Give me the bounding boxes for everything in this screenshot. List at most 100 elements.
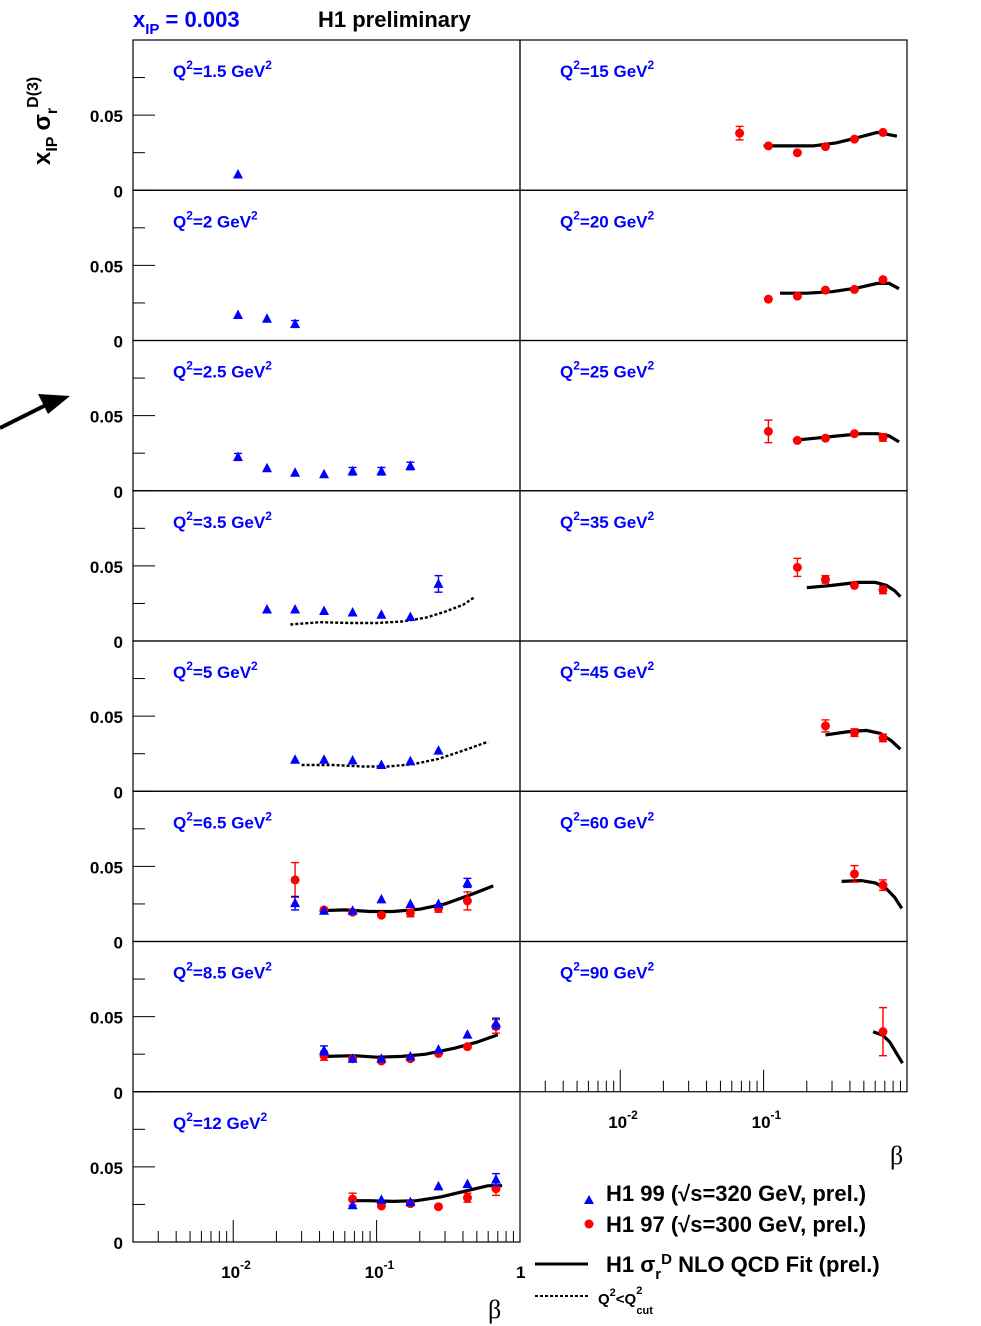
x-axis-title-right: β <box>890 1141 903 1170</box>
h1-97-point <box>405 908 415 918</box>
h1-99-point <box>290 603 301 614</box>
panel-label: Q2=12 GeV2 <box>173 1110 268 1133</box>
legend: H1 99 (√s=320 GeV, prel.) H1 97 (√s=300 … <box>535 1181 880 1317</box>
h1-99-point <box>405 611 416 621</box>
h1-97-point <box>878 432 888 442</box>
fit-curve <box>825 728 902 751</box>
h1-99-point <box>347 465 358 476</box>
h1-99-point <box>376 465 387 476</box>
h1-99-point <box>433 898 444 908</box>
h1-99-point <box>490 1017 501 1028</box>
h1-99-point <box>347 1053 358 1063</box>
h1-99-point <box>319 754 330 764</box>
y-tick-label: 0.05 <box>90 708 123 727</box>
h1-97-point <box>849 728 859 738</box>
panel: 0 0.05 Q2=6.5 GeV2 <box>90 790 521 953</box>
h1-97-point <box>878 585 888 595</box>
h1-99-point <box>261 603 272 614</box>
fit-curve <box>841 878 904 910</box>
h1-97-point <box>820 574 830 584</box>
h1-99-point <box>462 1029 473 1039</box>
h1-97-point <box>376 910 386 920</box>
panel: 0 0.05 Q2=2.5 GeV2 <box>90 339 521 502</box>
legend-triangle-marker <box>584 1195 594 1204</box>
h1-99-point <box>261 462 272 473</box>
fit-curve <box>872 1030 904 1065</box>
h1-99-point <box>433 578 444 588</box>
legend-fit: H1 σrD NLO QCD Fit (prel.) <box>606 1251 880 1283</box>
h1-97-point <box>462 896 472 906</box>
fit-curve <box>792 432 900 444</box>
h1-97-point <box>792 562 802 572</box>
y-tick-label: 0 <box>114 783 123 802</box>
x-axis: 10-2 10-1 <box>519 1069 908 1132</box>
h1-97-point <box>462 1042 472 1052</box>
h1-99-point <box>405 755 416 766</box>
h1-99-point <box>405 1196 416 1207</box>
preliminary-label: H1 preliminary <box>318 7 472 32</box>
y-tick-label: 0.05 <box>90 1009 123 1028</box>
h1-99-point <box>319 905 330 915</box>
h1-97-point <box>878 880 888 890</box>
h1-99-point <box>462 877 473 887</box>
panel: Q2=25 GeV2 <box>519 339 908 492</box>
panel: 0 0.05 Q2=12 GeV2 <box>90 1091 521 1253</box>
y-tick-label: 0 <box>114 182 123 201</box>
h1-99-point <box>376 759 387 769</box>
h1-99-point <box>376 893 387 904</box>
h1-97-point <box>792 291 802 301</box>
h1-99-point <box>490 1174 501 1184</box>
h1-99-point <box>233 168 244 179</box>
y-tick-label: 0 <box>114 934 123 953</box>
panel-label: Q2=2.5 GeV2 <box>173 359 272 382</box>
fit-curve <box>806 580 902 598</box>
h1-97-point <box>849 580 859 590</box>
panel: Q2=60 GeV2 <box>519 790 908 943</box>
panel-label: Q2=6.5 GeV2 <box>173 809 272 832</box>
h1-97-point <box>433 1202 443 1212</box>
h1-99-point <box>376 1053 387 1063</box>
panel: 0 0.05 Q2=5 GeV2 <box>90 640 521 802</box>
h1-97-point <box>462 1193 472 1203</box>
h1-97-point <box>820 142 830 152</box>
h1-99-point <box>347 606 358 617</box>
h1-97-point <box>849 134 859 144</box>
panel-label: Q2=5 GeV2 <box>173 659 258 682</box>
h1-99-point <box>347 905 358 915</box>
h1-97-point <box>820 721 830 731</box>
panel-label: Q2=20 GeV2 <box>560 208 655 231</box>
panel: Q2=15 GeV2 <box>519 39 908 191</box>
h1-99-point <box>405 898 416 908</box>
h1-99-point <box>290 754 301 764</box>
x-axes-layer: 10-2 10-1 1 10-2 10-1 <box>132 1069 908 1282</box>
h1-97-point <box>348 1194 358 1204</box>
h1-99-point <box>290 467 301 477</box>
panel: 0 0.05 Q2=3.5 GeV2 <box>90 490 521 652</box>
h1-99-point <box>433 1044 444 1054</box>
panel-label: Q2=90 GeV2 <box>560 960 655 983</box>
h1-99-point <box>233 309 244 319</box>
h1-97-point <box>792 435 802 445</box>
x-axis-title-left: β <box>488 1295 501 1324</box>
fit-curve <box>349 1184 503 1204</box>
h1-99-point <box>233 451 244 461</box>
y-tick-label: 0.05 <box>90 1159 123 1178</box>
h1-97-point <box>763 294 773 304</box>
panel-label: Q2=15 GeV2 <box>560 58 655 81</box>
legend-cut: Q2<Q2 cut <box>598 1285 653 1317</box>
h1-99-point <box>433 1180 444 1191</box>
panel: 0 0.05 Q2=2 GeV2 <box>90 189 521 352</box>
h1-99-point <box>290 897 301 908</box>
h1-99-point <box>376 1194 387 1204</box>
h1-99-point <box>261 313 272 323</box>
xip-title: xIP = 0.003 <box>133 7 240 38</box>
h1-97-point <box>491 1184 501 1194</box>
y-tick-label: 0.05 <box>90 558 123 577</box>
x-tick-label: 10-2 <box>608 1108 638 1132</box>
h1-99-point <box>290 318 301 328</box>
h1-99-point <box>347 754 358 765</box>
y-axis-title: xIPσrD(3) <box>25 77 61 165</box>
h1-97-point <box>849 284 859 294</box>
x-tick-label: 1 <box>516 1263 525 1282</box>
h1-97-point <box>878 733 888 743</box>
